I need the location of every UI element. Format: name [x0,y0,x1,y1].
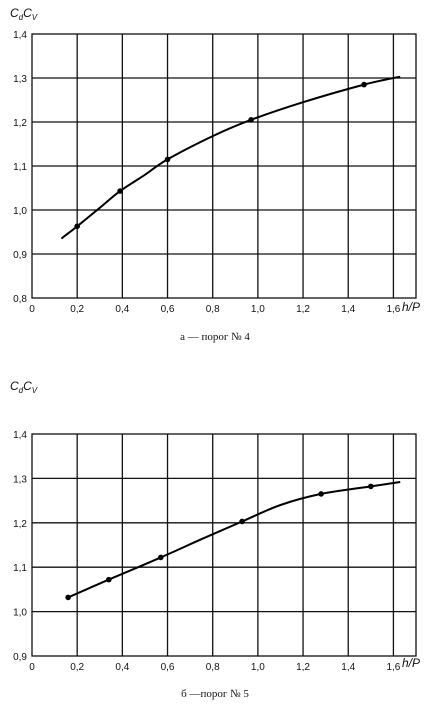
chart-a-series-line [60,75,401,240]
y-tick-label: 1,4 [13,430,27,441]
x-tick-label: 1,4 [341,662,355,673]
y-tick-label: 1,0 [13,608,27,619]
data-point [164,156,171,163]
data-point [318,491,324,497]
data-point [157,554,164,561]
data-point [248,117,254,123]
data-point [65,594,71,601]
x-tick-label: 1,0 [251,662,265,673]
plot-frame [31,433,417,657]
data-point [106,576,112,583]
x-tick-label: 0,4 [115,304,129,315]
x-tick-label: 0,6 [161,304,175,315]
chart-b: CdCV 0,9 1,0 1,1 1,2 1,3 1,4 0 0,2 0,4 0,6 0,8 1,0… [10,379,420,700]
y-tick-label: 1,0 [13,206,27,217]
chart-a-y-ticks: 0,8 0,9 1,0 1,1 1,2 1,3 1,4 [13,30,27,305]
chart-b-y-axis-title: CdCV [10,379,38,395]
chart-a-x-axis-title: h/P [402,300,420,314]
chart-a-x-ticks: 0 0,2 0,4 0,6 0,8 1,0 1,2 1,4 1,6 [29,304,401,315]
x-tick-label: 1,6 [386,304,400,315]
chart-b-series-line [67,481,401,599]
x-tick-label: 0,6 [161,662,175,673]
chart-b-y-ticks: 0,9 1,0 1,1 1,2 1,3 1,4 [13,430,27,663]
chart-a-grid [31,33,417,299]
chart-a-caption: а — порог № 4 [180,331,250,343]
x-tick-label: 0,8 [206,304,220,315]
x-tick-label: 0,4 [115,662,129,673]
x-tick-label: 0 [29,304,35,315]
y-tick-label: 0,9 [13,652,27,663]
data-point [117,188,123,194]
y-tick-label: 1,4 [13,30,27,41]
x-tick-label: 1,6 [386,662,400,673]
data-point [239,518,245,525]
y-tick-label: 1,1 [13,162,27,173]
chart-a-markers [74,81,367,230]
y-tick-label: 0,8 [13,294,27,305]
x-tick-label: 1,2 [296,662,310,673]
data-point [74,223,80,230]
x-tick-label: 0 [29,662,35,673]
x-tick-label: 1,4 [341,304,355,315]
chart-b-grid [31,433,417,657]
data-point [368,483,374,490]
data-point [361,81,367,88]
chart-b-x-axis-title: h/P [402,656,420,670]
chart-b-x-ticks: 0 0,2 0,4 0,6 0,8 1,0 1,2 1,4 1,6 [29,662,401,673]
x-tick-label: 0,2 [70,662,84,673]
x-tick-label: 0,8 [206,662,220,673]
y-tick-label: 1,3 [13,74,27,85]
chart-a: CdCV 0,8 0,9 1,0 1,1 1,2 1,3 1,4 0 0,2 0,4 0,6 0,8… [10,6,420,343]
chart-b-caption: б —порог № 5 [181,688,249,700]
y-tick-label: 1,2 [13,519,27,530]
x-tick-label: 0,2 [70,304,84,315]
chart-a-y-axis-title: CdCV [10,6,38,22]
x-tick-label: 1,2 [296,304,310,315]
y-tick-label: 1,1 [13,563,27,574]
chart-b-markers [65,483,374,601]
x-tick-label: 1,0 [251,304,265,315]
y-tick-label: 0,9 [13,250,27,261]
y-tick-label: 1,3 [13,474,27,485]
y-tick-label: 1,2 [13,118,27,129]
